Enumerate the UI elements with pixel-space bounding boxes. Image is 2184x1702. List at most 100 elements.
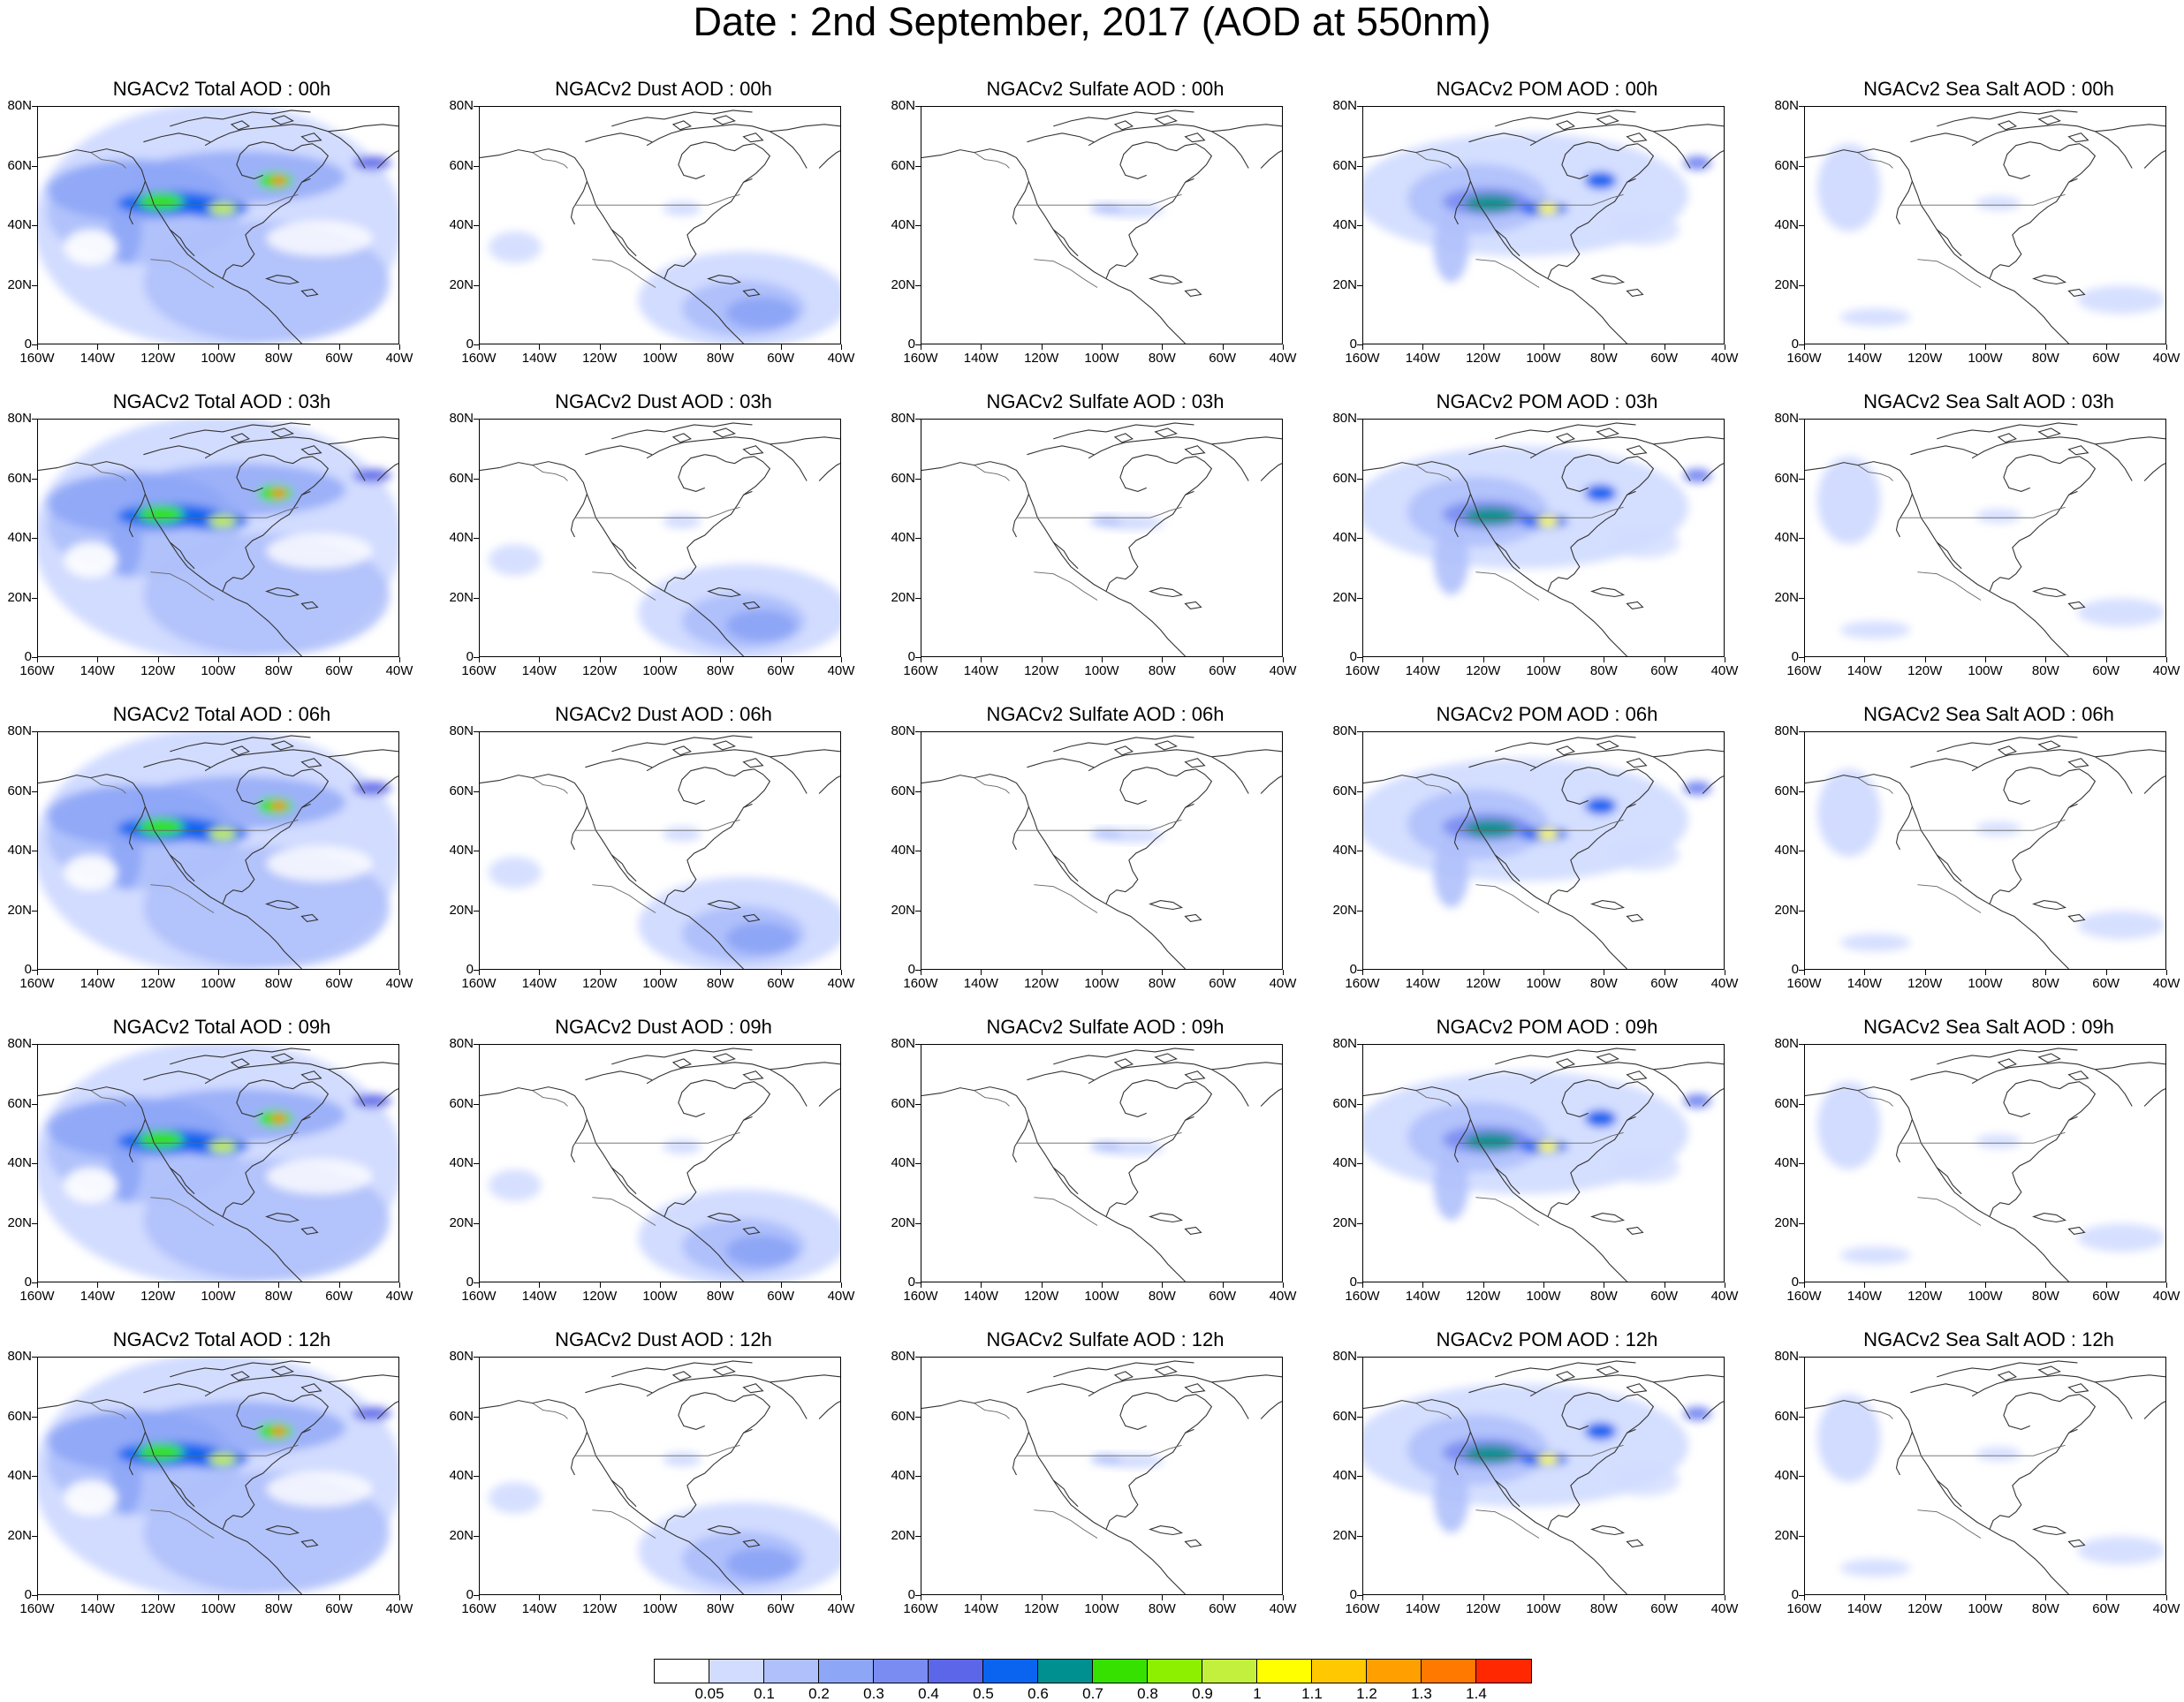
- aod-patch: [1609, 1152, 1680, 1184]
- country-borders: [974, 152, 1182, 288]
- lat-tick: [32, 284, 37, 286]
- lon-tick: [720, 970, 722, 975]
- figure-title: Date : 2nd September, 2017 (AOD at 550nm…: [693, 0, 1491, 44]
- lat-tick: [1357, 910, 1362, 912]
- lon-tick-label: 160W: [1786, 1601, 1822, 1616]
- lat-tick: [915, 478, 921, 480]
- lon-tick: [1222, 1595, 1224, 1600]
- lat-tick: [1799, 970, 1804, 971]
- lat-tick-label: 0: [24, 337, 32, 352]
- aod-map: [38, 1045, 398, 1282]
- colorbar-label: 0.1: [754, 1685, 775, 1702]
- aod-patch: [725, 297, 797, 329]
- colorbar-swatch: [1038, 1660, 1093, 1683]
- lat-tick: [474, 1282, 479, 1283]
- lat-tick: [915, 970, 921, 971]
- aod-field: [488, 201, 840, 344]
- lon-tick-label: 60W: [325, 351, 353, 366]
- coastline: [1805, 422, 2165, 656]
- lat-tick: [474, 657, 479, 658]
- lon-tick-label: 160W: [19, 1601, 55, 1616]
- country-borders: [90, 152, 299, 288]
- lon-tick: [218, 1595, 219, 1600]
- lon-tick-label: 60W: [325, 663, 353, 678]
- aod-patch: [725, 1235, 797, 1267]
- coastline: [1363, 1360, 1724, 1594]
- lon-tick-label: 100W: [201, 663, 236, 678]
- lat-tick: [915, 1476, 921, 1477]
- lat-tick: [915, 1595, 921, 1596]
- lat-tick-label: 0: [1349, 1587, 1357, 1602]
- map-panel: NGACv2 Dust AOD : 00h 80N 60N 40N 20N 0 160W 14…: [442, 78, 885, 383]
- lon-tick: [1041, 344, 1043, 350]
- aod-field: [1090, 828, 1164, 843]
- aod-patch: [1816, 1394, 1881, 1482]
- lat-tick-label: 0: [1791, 1275, 1799, 1290]
- lat-tick-label: 60N: [1774, 1408, 1799, 1424]
- lon-tick: [1543, 1595, 1544, 1600]
- lat-tick: [32, 165, 37, 167]
- lon-tick: [157, 657, 159, 662]
- lon-tick: [399, 970, 400, 975]
- lat-tick-label: 0: [907, 962, 915, 977]
- lon-tick-label: 60W: [1650, 351, 1679, 366]
- aod-map: [38, 420, 398, 656]
- lon-tick: [841, 344, 842, 350]
- lat-tick: [1357, 1222, 1362, 1224]
- lon-tick: [1162, 657, 1164, 662]
- country-borders: [90, 465, 299, 601]
- lon-tick: [1422, 970, 1424, 975]
- lat-tick-label: 40N: [449, 217, 474, 232]
- lon-tick: [97, 970, 99, 975]
- lat-tick: [1799, 657, 1804, 658]
- lon-tick-label: 40W: [385, 351, 413, 366]
- lon-tick-label: 80W: [264, 351, 292, 366]
- map-panel: NGACv2 POM AOD : 00h 80N 60N 40N 20N 0 160W 140…: [1325, 78, 1769, 383]
- lon-tick: [1162, 1595, 1164, 1600]
- panel-title: NGACv2 Sea Salt AOD : 00h: [1863, 78, 2114, 100]
- lat-tick-label: 60N: [449, 783, 474, 798]
- lat-tick: [32, 790, 37, 792]
- lon-tick-label: 160W: [1345, 976, 1380, 991]
- lat-tick-label: 60N: [1332, 1408, 1357, 1424]
- aod-field: [1816, 1394, 2165, 1577]
- aod-patch: [1537, 828, 1558, 840]
- aod-patch: [1839, 308, 1911, 327]
- lat-tick-label: 80N: [1332, 98, 1357, 113]
- colorbar-swatch: [1148, 1660, 1202, 1683]
- aod-map: [1363, 735, 1724, 969]
- lat-tick: [32, 910, 37, 912]
- lat-tick: [32, 1476, 37, 1477]
- aod-patch: [662, 514, 701, 529]
- lon-tick: [1804, 657, 1805, 662]
- lat-tick: [1799, 790, 1804, 792]
- lon-tick: [841, 1282, 842, 1288]
- map-panel: NGACv2 Sea Salt AOD : 12h 80N 60N 40N 20N 0 16…: [1767, 1328, 2184, 1634]
- lat-tick: [474, 731, 479, 732]
- lon-tick: [1864, 1282, 1866, 1288]
- lon-tick-label: 80W: [1589, 351, 1618, 366]
- lat-tick: [32, 1044, 37, 1045]
- aod-patch: [662, 827, 701, 842]
- lon-tick-label: 140W: [963, 351, 998, 366]
- map-frame: [921, 1044, 1283, 1282]
- lon-tick-label: 80W: [706, 351, 734, 366]
- colorbar-swatch: [1202, 1660, 1257, 1683]
- aod-map: [38, 1358, 398, 1594]
- lon-tick: [981, 344, 982, 350]
- lat-tick-label: 0: [466, 962, 474, 977]
- lon-tick: [1864, 657, 1866, 662]
- lat-tick: [1357, 284, 1362, 286]
- lon-tick-label: 100W: [1526, 976, 1561, 991]
- aod-patch: [1433, 1463, 1469, 1533]
- lat-tick-label: 60N: [891, 783, 915, 798]
- aod-patch: [1839, 1559, 1911, 1577]
- aod-patch: [1464, 1445, 1518, 1464]
- lon-tick: [1924, 657, 1926, 662]
- country-borders: [1415, 777, 1624, 913]
- lat-tick-label: 0: [1791, 962, 1799, 977]
- map-frame: [1804, 731, 2166, 970]
- lat-tick: [1357, 165, 1362, 167]
- lat-tick-label: 60N: [449, 157, 474, 173]
- lon-tick-label: 100W: [1084, 1601, 1119, 1616]
